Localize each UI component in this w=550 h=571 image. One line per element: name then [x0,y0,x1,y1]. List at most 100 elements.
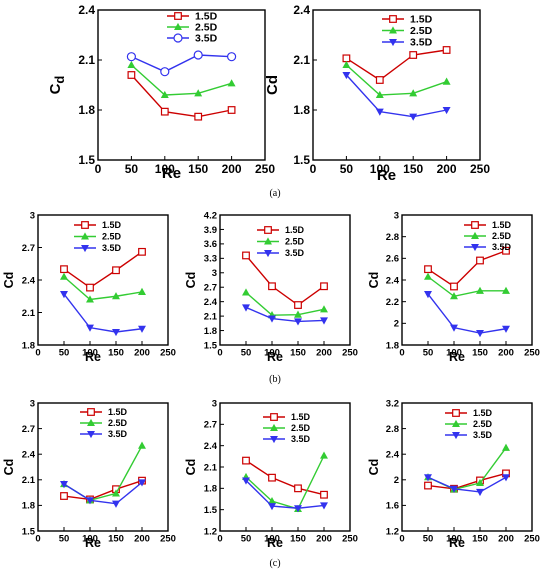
y-tick-label: 3 [212,268,217,279]
y-tick-label: 3 [30,398,35,409]
legend-marker [264,249,272,258]
data-point [476,330,484,338]
y-tick-label: 1.8 [386,340,399,351]
legend-label: 3.5D [492,242,512,252]
data-point [424,265,432,274]
x-tick-label: 150 [290,534,306,545]
x-tick-label: 200 [316,348,332,359]
x-tick-label: 50 [423,348,434,359]
y-tick-label: 2.7 [22,243,35,254]
data-point [227,79,236,87]
x-tick-label: 0 [310,162,317,176]
x-tick-label: 50 [241,534,252,545]
y-tick-label: 2.8 [386,424,399,435]
data-point [342,71,351,80]
data-point [268,315,276,323]
x-tick-label: 100 [446,348,462,359]
data-point [409,89,418,97]
series-line-1.5D [427,472,507,490]
x-tick-label: 200 [498,348,514,359]
data-point [112,292,120,300]
legend-label: 2.5D [108,418,128,428]
data-point [375,108,384,116]
x-tick-label: 150 [188,162,208,176]
x-tick-label: 50 [340,162,354,176]
x-tick-label: 200 [134,534,150,545]
series-line-1.5D [346,49,447,81]
caption-c: (c) [269,558,280,569]
x-tick-label: 0 [217,348,222,359]
x-tick-label: 100 [82,348,98,359]
series-line-2.5D [245,291,325,316]
legend-marker [81,244,89,253]
legend-marker [471,243,479,252]
data-point [409,51,418,59]
y-tick-label: 1.8 [204,484,217,495]
data-point [86,497,94,505]
y-tick-label: 2.4 [386,450,400,461]
data-point [193,50,203,60]
legend-marker [174,22,182,31]
data-point [112,266,120,275]
x-tick-label: 150 [472,348,488,359]
x-tick-label: 100 [264,348,280,359]
data-point [342,54,351,63]
series-line-1.5D [427,250,507,288]
legend-label: 3.5D [410,37,433,49]
data-point [476,488,484,497]
y-tick-label: 2.4 [204,297,218,308]
x-tick-label: 100 [82,534,98,545]
y-tick-label: 1.5 [78,153,95,167]
y-tick-label: 1.5 [204,340,218,351]
x-axis-label: Re [162,165,181,182]
data-point [424,272,432,280]
data-point [227,106,236,114]
data-point [476,256,484,265]
x-tick-label: 250 [524,534,540,545]
x-tick-label: 200 [134,348,150,359]
x-tick-label: 0 [35,348,40,359]
data-point [424,481,432,490]
y-tick-label: 3 [30,210,35,221]
legend-marker [452,409,460,417]
y-tick-label: 1.8 [22,501,35,512]
legend-marker [174,12,182,20]
legend-label: 1.5D [473,408,493,418]
y-tick-label: 2.4 [204,441,218,452]
y-tick-label: 3.3 [204,254,217,265]
x-axis-label: Re [267,536,283,550]
legend-marker [471,231,479,240]
x-tick-label: 150 [403,162,423,176]
y-tick-label: 2.1 [22,308,36,319]
data-point [502,474,510,482]
x-tick-label: 50 [423,534,434,545]
data-point [86,283,94,292]
data-point [60,265,68,274]
data-point [268,282,276,291]
data-point [86,324,94,332]
x-tick-label: 50 [59,348,70,359]
legend-label: 2.5D [473,419,493,429]
legend-marker [264,237,272,245]
plot-frame [219,402,351,532]
data-point [194,89,203,97]
data-point [138,287,146,295]
data-point [502,286,510,294]
y-tick-label: 4.2 [204,210,217,221]
x-tick-label: 50 [241,348,252,359]
data-point [320,451,328,459]
y-tick-label: 2.1 [204,311,218,322]
legend-label: 1.5D [410,14,433,26]
series-line-3.5D [427,293,507,334]
y-tick-label: 1.2 [204,526,217,537]
data-point [60,291,68,299]
legend-label: 3.5D [102,243,122,253]
series-line-2.5D [427,276,506,297]
x-axis-label: Re [377,167,396,184]
chart-panels: 0 50 100 150 200 2501.51.82.12.4ReCd1.5D2.5D3… [2,3,540,550]
plot-frame [401,402,533,532]
x-axis-label: Re [85,536,101,550]
caption-b: (b) [269,374,281,385]
x-tick-label: 100 [370,162,390,176]
